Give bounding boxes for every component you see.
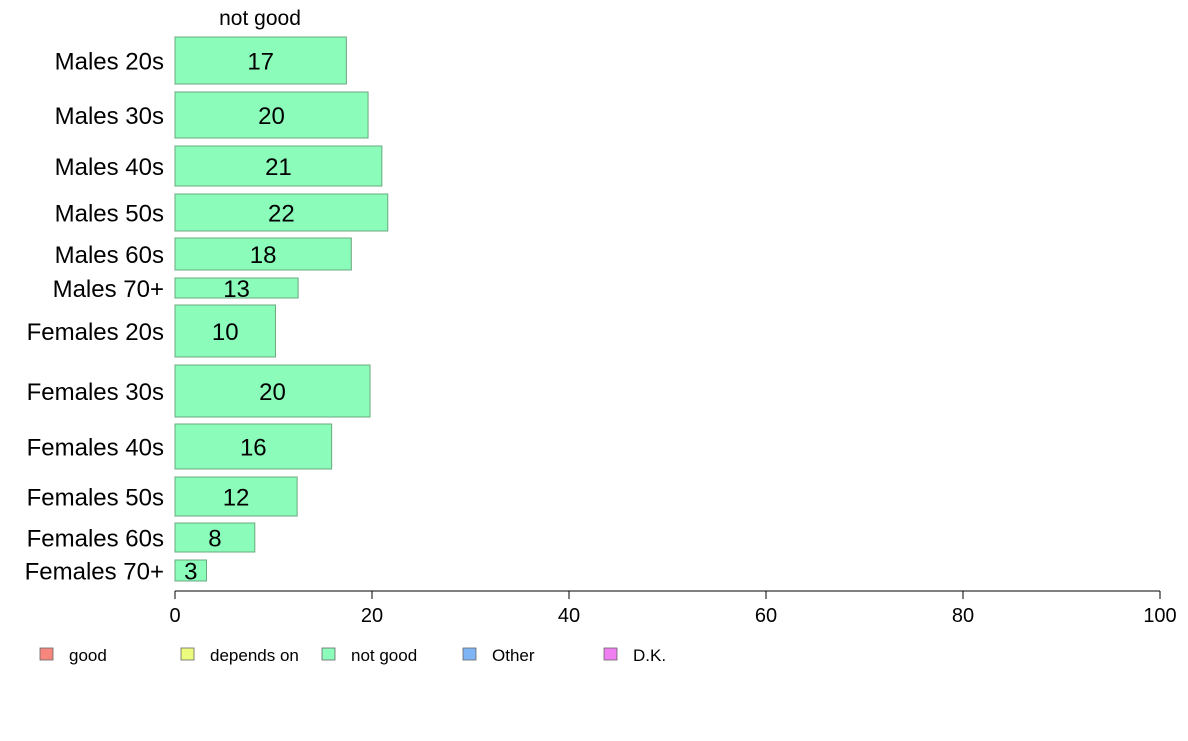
category-label: Males 60s — [55, 242, 164, 269]
bar — [174, 91, 369, 139]
bar — [174, 476, 298, 517]
x-tick-label: 100 — [1143, 605, 1176, 627]
bar — [174, 277, 299, 299]
category-label: Females 30s — [27, 379, 164, 406]
bar — [174, 522, 256, 553]
category-label: Females 50s — [27, 485, 164, 512]
legend-label: depends on — [210, 646, 299, 665]
category-label: Males 40s — [55, 154, 164, 181]
x-tick-label: 60 — [755, 605, 777, 627]
data-label: 13 — [223, 276, 250, 303]
category-label: Males 20s — [55, 49, 164, 76]
data-label: 18 — [250, 242, 277, 269]
bars-layer: Males 20s 17 Males 30s 20 Males 40s 21 Males 5… — [25, 36, 389, 586]
data-label: 17 — [247, 49, 274, 76]
legend: good depends on not good Other D.K. — [39, 646, 666, 665]
bar — [174, 36, 347, 85]
category-label: Males 70+ — [53, 276, 164, 303]
legend-label: D.K. — [633, 646, 666, 665]
data-label: 22 — [268, 201, 295, 228]
x-tick-label: 20 — [361, 605, 383, 627]
data-label: 20 — [259, 379, 286, 406]
legend-swatch — [321, 647, 336, 661]
data-label: 16 — [240, 435, 267, 462]
category-label: Females 60s — [27, 526, 164, 553]
data-label: 3 — [184, 559, 197, 586]
data-label: 21 — [265, 154, 292, 181]
chart-title: not good — [219, 7, 301, 30]
data-label: 10 — [212, 319, 239, 346]
category-label: Males 30s — [55, 103, 164, 130]
legend-swatch — [462, 647, 477, 661]
legend-label: good — [69, 646, 107, 665]
category-label: Males 50s — [55, 201, 164, 228]
bar — [174, 423, 333, 470]
legend-swatch — [603, 647, 618, 661]
bar — [174, 237, 352, 271]
category-label: Females 70+ — [25, 559, 164, 586]
x-axis: 0 20 40 60 80 100 — [169, 590, 1177, 627]
legend-label: not good — [351, 646, 417, 665]
data-label: 8 — [208, 526, 221, 553]
data-label: 20 — [258, 103, 285, 130]
category-label: Females 20s — [27, 319, 164, 346]
legend-swatch — [39, 647, 54, 661]
bar — [174, 145, 383, 187]
x-tick-label: 80 — [952, 605, 974, 627]
category-label: Females 40s — [27, 435, 164, 462]
bar — [174, 193, 389, 232]
bar — [174, 364, 371, 418]
x-tick-label: 40 — [558, 605, 580, 627]
bar — [174, 559, 208, 582]
bar — [174, 304, 276, 358]
legend-swatch — [180, 647, 195, 661]
x-tick-label: 0 — [169, 605, 180, 627]
legend-label: Other — [492, 646, 535, 665]
data-label: 12 — [223, 485, 250, 512]
